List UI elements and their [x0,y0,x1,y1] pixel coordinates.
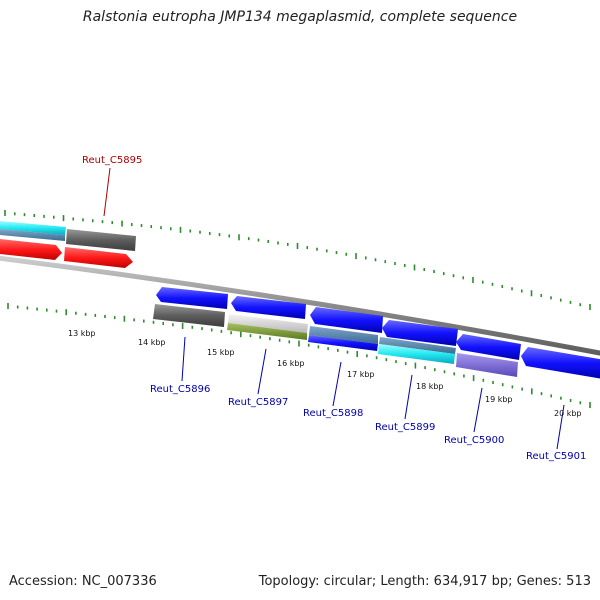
tick-label-15: 15 kbp [207,348,235,357]
reverse-strand-track [153,287,600,379]
gene-reut-c5898-arrow[interactable] [310,307,383,333]
tick-label-18: 18 kbp [416,382,444,391]
gene-forward-steel[interactable] [0,229,65,241]
label-reut-c5899[interactable]: Reut_C5899 [375,422,435,433]
label-reut-c5901[interactable]: Reut_C5901 [526,451,586,462]
gene-reut-c5901-arrow[interactable] [521,347,600,379]
gene-reut-c5897[interactable] [227,323,307,340]
gene-reut-c5897-arrow[interactable] [231,296,306,319]
leader-reut-c5895 [103,167,111,217]
tick-label-17: 17 kbp [347,370,375,379]
leader-reut-c5900 [473,387,483,433]
label-reut-c5897[interactable]: Reut_C5897 [228,397,288,408]
gene-reut-c5898[interactable] [308,335,378,351]
kbp-tick-labels: 13 kbp 14 kbp 15 kbp 16 kbp 17 kbp 18 kb… [68,329,582,418]
leader-reut-c5899 [404,374,413,420]
topology-text: Topology: circular; Length: 634,917 bp; … [258,574,591,589]
tick-label-14: 14 kbp [138,338,166,347]
accession-text: Accession: NC_007336 [9,574,157,589]
tick-label-20: 20 kbp [554,409,582,418]
gene-forward-red-1[interactable] [0,239,62,260]
gene-reut-c5897-light[interactable] [228,314,308,333]
gene-reut-c5899[interactable] [378,344,455,364]
tick-label-19: 19 kbp [485,395,513,404]
gene-labels: Reut_C5895 Reut_C5896 Reut_C5897 Reut_C5… [82,155,586,462]
leader-reut-c5896 [181,336,186,382]
gene-forward-cyan[interactable] [0,221,66,235]
label-reut-c5900[interactable]: Reut_C5900 [444,435,504,446]
gene-forward-red-2[interactable] [64,247,133,268]
label-reut-c5895[interactable]: Reut_C5895 [82,155,142,166]
gene-reut-c5895[interactable] [66,229,136,251]
tick-label-16: 16 kbp [277,359,305,368]
outer-tick-ring [4,210,591,310]
plasmid-backbone [0,255,600,356]
gene-reut-c5896[interactable] [153,304,225,327]
leader-reut-c5897 [257,348,267,395]
gene-reut-c5900-arrow[interactable] [456,334,521,360]
leader-lines [103,167,565,450]
tick-label-13: 13 kbp [68,329,96,338]
map-title: Ralstonia eutropha JMP134 megaplasmid, c… [82,9,518,25]
label-reut-c5896[interactable]: Reut_C5896 [150,384,210,395]
label-reut-c5898[interactable]: Reut_C5898 [303,408,363,419]
leader-reut-c5898 [332,361,342,407]
leader-reut-c5901 [556,404,565,450]
gene-reut-c5899-steel[interactable] [379,337,456,354]
gene-reut-c5896-arrow[interactable] [156,287,228,309]
forward-strand-track [0,221,136,268]
inner-tick-ring [7,303,591,408]
gene-reut-c5899-arrow[interactable] [382,320,458,346]
gene-reut-c5898-steel[interactable] [309,326,378,344]
gene-reut-c5900[interactable] [456,353,518,377]
